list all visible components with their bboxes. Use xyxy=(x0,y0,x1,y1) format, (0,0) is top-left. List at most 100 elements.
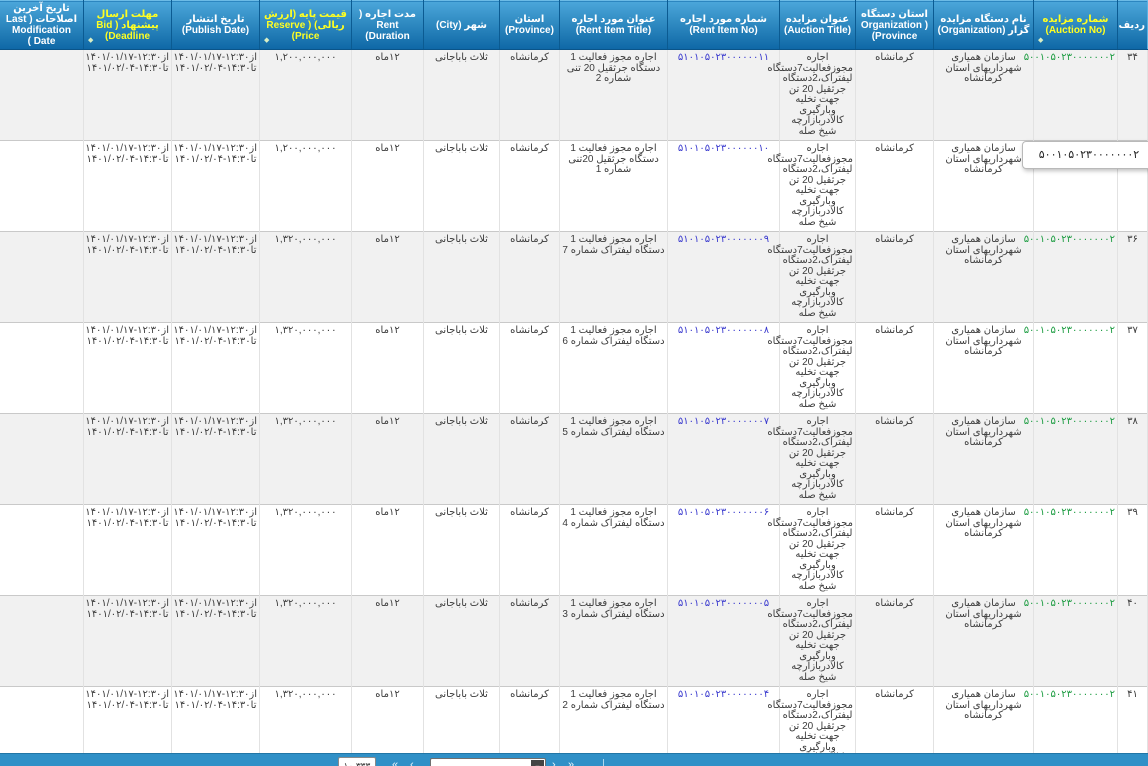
rent-item-no-link[interactable]: ۵۱۰۱۰۵۰۲۳۰۰۰۰۰۰۰۶ xyxy=(677,507,770,518)
page-size-select[interactable]: ▾ xyxy=(430,758,546,766)
auction-no-link[interactable]: ۵۰۰۱۰۵۰۲۳۰۰۰۰۰۰۰۲ xyxy=(1023,689,1115,700)
organization-cell: سازمان همیاری شهرداریهای استان کرمانشاه xyxy=(933,686,1034,766)
from-label: از xyxy=(249,416,257,427)
publish-to-date: ۱۴۰۱/۰۲/۰۴-۱۴:۳۰ xyxy=(174,244,251,256)
column-header-auction_no[interactable]: شماره مزایده (Auction No) ◆ xyxy=(1033,0,1118,50)
reserve-price-cell: ۱,۲۰۰,۰۰۰,۰۰۰ xyxy=(259,140,352,232)
column-header-label: تاریخ انتشار (Publish Date) xyxy=(181,14,250,36)
rent-item-no-link[interactable]: ۵۱۰۱۰۵۰۲۳۰۰۰۰۰۰۰۹ xyxy=(677,234,770,245)
auction-title-cell: اجاره مجوزفعالیت7دستگاه لیفتراک،2دستگاه … xyxy=(767,504,856,596)
publish-to-date: ۱۴۰۱/۰۲/۰۴-۱۴:۳۰ xyxy=(174,335,251,347)
column-header-province[interactable]: استان (Province) xyxy=(499,0,560,50)
province-cell: کرمانشاه xyxy=(499,231,560,323)
deadline-from-date: ۱۴۰۱/۰۱/۱۷-۱۲:۳۰ xyxy=(85,52,162,63)
column-header-deadline[interactable]: مهلت ارسال پیشنهاد ( Bid Deadline) ◆ xyxy=(83,0,172,50)
last-modification-cell xyxy=(0,49,84,141)
last-modification-cell xyxy=(0,686,84,766)
org-province-cell: کرمانشاه xyxy=(855,231,934,323)
sort-icon[interactable]: ◆ xyxy=(88,37,94,44)
publish-from-date: ۱۴۰۱/۰۱/۱۷-۱۲:۳۰ xyxy=(173,416,250,427)
rent-item-no-link[interactable]: ۵۱۰۱۰۵۰۲۳۰۰۰۰۰۰۰۴ xyxy=(677,689,770,700)
to-label: تا xyxy=(250,244,257,256)
column-header-label: تاریخ آخرین اصلاحات ( Last Modification … xyxy=(5,3,78,47)
last-modification-cell xyxy=(0,231,84,323)
rent-item-no-link[interactable]: ۵۱۰۱۰۵۰۲۳۰۰۰۰۰۰۱۱ xyxy=(677,52,770,63)
row-number: ۳۹ xyxy=(1117,504,1148,596)
column-header-duration[interactable]: مدت اجاره ( Rent Duration) xyxy=(351,0,424,50)
column-header-price[interactable]: قیمت پایه (ارزش ریالی) ( Reserve Price) … xyxy=(259,0,352,50)
column-header-last_modification[interactable]: تاریخ آخرین اصلاحات ( Last Modification … xyxy=(0,0,84,50)
column-header-label: مهلت ارسال پیشنهاد ( Bid Deadline) xyxy=(96,8,159,42)
province-cell: کرمانشاه xyxy=(499,140,560,232)
rent-item-no-link[interactable]: ۵۱۰۱۰۵۰۲۳۰۰۰۰۰۰۱۰ xyxy=(677,143,770,154)
column-header-label: مدت اجاره ( Rent Duration) xyxy=(359,8,416,42)
last-modification-cell xyxy=(0,140,84,232)
org-province-cell: کرمانشاه xyxy=(855,49,934,141)
rent-item-no-cell: ۵۱۰۱۰۵۰۲۳۰۰۰۰۰۰۱۰ xyxy=(667,140,780,232)
rent-item-no-cell: ۵۱۰۱۰۵۰۲۳۰۰۰۰۰۰۱۱ xyxy=(667,49,780,141)
auction-no-link[interactable]: ۵۰۰۱۰۵۰۲۳۰۰۰۰۰۰۰۲ xyxy=(1023,234,1115,245)
column-header-label: شماره مزایده (Auction No) xyxy=(1042,14,1109,36)
publish-to-date: ۱۴۰۱/۰۲/۰۴-۱۴:۳۰ xyxy=(174,153,251,165)
column-header-item_title[interactable]: عنوان مورد اجاره (Rent Item Title) xyxy=(559,0,668,50)
province-cell: کرمانشاه xyxy=(499,686,560,766)
publish-to-date: ۱۴۰۱/۰۲/۰۴-۱۴:۳۰ xyxy=(174,62,251,74)
sort-icon[interactable]: ◆ xyxy=(1038,37,1044,44)
bid-deadline-cell: از۱۴۰۱/۰۱/۱۷-۱۲:۳۰ تا۱۴۰۱/۰۲/۰۴-۱۴:۳۰ xyxy=(83,322,172,414)
to-label: تا xyxy=(250,62,257,74)
org-province-cell: کرمانشاه xyxy=(855,322,934,414)
auction-no-link[interactable]: ۵۰۰۱۰۵۰۲۳۰۰۰۰۰۰۰۲ xyxy=(1023,598,1115,609)
table-header-row: ردیف شماره مزایده (Auction No) ◆ نام دست… xyxy=(0,0,1148,50)
auction-no-cell: ۵۰۰۱۰۵۰۲۳۰۰۰۰۰۰۰۲ xyxy=(1024,231,1118,323)
to-label: تا xyxy=(250,153,257,165)
publish-from-date: ۱۴۰۱/۰۱/۱۷-۱۲:۳۰ xyxy=(173,143,250,154)
column-header-item_no[interactable]: شماره مورد اجاره (Rent Item No) xyxy=(667,0,780,50)
city-cell: ثلاث باباجانی xyxy=(423,140,500,232)
column-header-label: قیمت پایه (ارزش ریالی) ( Reserve Price) xyxy=(264,8,347,42)
auction-no-link[interactable]: ۵۰۰۱۰۵۰۲۳۰۰۰۰۰۰۰۲ xyxy=(1023,52,1115,63)
from-label: از xyxy=(249,143,257,154)
column-header-publish[interactable]: تاریخ انتشار (Publish Date) xyxy=(171,0,260,50)
column-header-label: شماره مورد اجاره (Rent Item No) xyxy=(680,14,767,36)
auction-no-cell: ۵۰۰۱۰۵۰۲۳۰۰۰۰۰۰۰۲ xyxy=(1024,686,1118,766)
bid-deadline-cell: از۱۴۰۱/۰۱/۱۷-۱۲:۳۰ تا۱۴۰۱/۰۲/۰۴-۱۴:۳۰ xyxy=(83,413,172,505)
column-header-organization[interactable]: نام دستگاه مزایده گزار (Organization) xyxy=(933,0,1034,50)
first-page-icon[interactable]: « xyxy=(392,759,399,766)
to-label: تا xyxy=(162,517,169,529)
column-header-auction_title[interactable]: عنوان مزایده (Auction Title) xyxy=(779,0,856,50)
rent-item-no-link[interactable]: ۵۱۰۱۰۵۰۲۳۰۰۰۰۰۰۰۷ xyxy=(677,416,770,427)
sort-icon[interactable]: ◆ xyxy=(264,37,270,44)
rent-item-no-link[interactable]: ۵۱۰۱۰۵۰۲۳۰۰۰۰۰۰۰۵ xyxy=(677,598,770,609)
rent-item-no-link[interactable]: ۵۱۰۱۰۵۰۲۳۰۰۰۰۰۰۰۸ xyxy=(677,325,770,336)
organization-cell: سازمان همیاری شهرداریهای استان کرمانشاه xyxy=(933,504,1034,596)
auction-no-cell: ۵۰۰۱۰۵۰۲۳۰۰۰۰۰۰۰۲ xyxy=(1024,413,1118,505)
deadline-to-date: ۱۴۰۱/۰۲/۰۴-۱۴:۳۰ xyxy=(86,426,163,438)
row-number: ۳۶ xyxy=(1117,231,1148,323)
province-cell: کرمانشاه xyxy=(499,322,560,414)
rent-duration-cell: ۱۲ماه xyxy=(351,322,424,414)
table-row: ۳۸ ۵۰۰۱۰۵۰۲۳۰۰۰۰۰۰۰۲ سازمان همیاری شهردا… xyxy=(0,413,1148,505)
auction-no-link[interactable]: ۵۰۰۱۰۵۰۲۳۰۰۰۰۰۰۰۲ xyxy=(1023,325,1115,336)
rent-duration-cell: ۱۲ماه xyxy=(351,49,424,141)
auction-no-link[interactable]: ۵۰۰۱۰۵۰۲۳۰۰۰۰۰۰۰۲ xyxy=(1023,416,1115,427)
province-cell: کرمانشاه xyxy=(499,504,560,596)
city-cell: ثلاث باباجانی xyxy=(423,49,500,141)
prev-page-icon[interactable]: ‹ xyxy=(410,759,414,766)
auction-no-link[interactable]: ۵۰۰۱۰۵۰۲۳۰۰۰۰۰۰۰۲ xyxy=(1023,507,1115,518)
chevron-down-icon: ▾ xyxy=(531,760,544,766)
province-cell: کرمانشاه xyxy=(499,49,560,141)
table-body: ۳۴ ۵۰۰۱۰۵۰۲۳۰۰۰۰۰۰۰۲ سازمان همیاری شهردا… xyxy=(0,49,1148,766)
rent-item-no-cell: ۵۱۰۱۰۵۰۲۳۰۰۰۰۰۰۰۸ xyxy=(667,322,780,414)
rent-duration-cell: ۱۲ماه xyxy=(351,231,424,323)
to-label: تا xyxy=(162,153,169,165)
publish-date-cell: از۱۴۰۱/۰۱/۱۷-۱۲:۳۰ تا۱۴۰۱/۰۲/۰۴-۱۴:۳۰ xyxy=(171,140,260,232)
table-row: ۳۵ ۵۰۰۱۰۵۰۲۳۰۰۰۰۰۰۰۲ سازمان همیاری شهردا… xyxy=(0,140,1148,232)
publish-date-cell: از۱۴۰۱/۰۱/۱۷-۱۲:۳۰ تا۱۴۰۱/۰۲/۰۴-۱۴:۳۰ xyxy=(171,686,260,766)
column-header-row_no[interactable]: ردیف xyxy=(1117,0,1148,50)
next-page-icon[interactable]: › xyxy=(552,759,556,766)
city-cell: ثلاث باباجانی xyxy=(423,231,500,323)
last-page-icon[interactable]: » xyxy=(568,759,575,766)
column-header-city[interactable]: شهر (City) xyxy=(423,0,500,50)
column-header-org_province[interactable]: استان دستگاه ( Organization Province) xyxy=(855,0,934,50)
city-cell: ثلاث باباجانی xyxy=(423,504,500,596)
